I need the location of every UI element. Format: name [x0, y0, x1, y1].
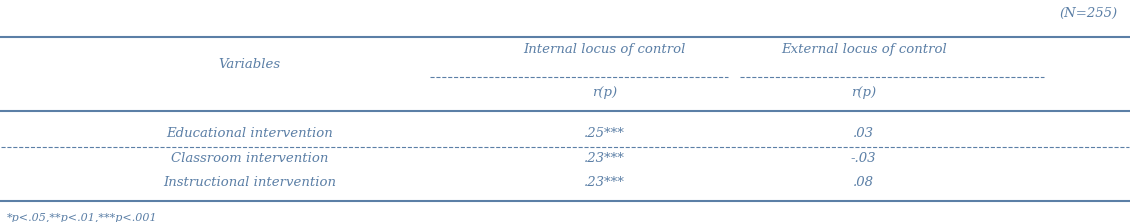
Text: r(p): r(p)	[851, 86, 876, 99]
Text: Instructional intervention: Instructional intervention	[163, 176, 336, 189]
Text: .03: .03	[853, 127, 875, 140]
Text: *p<.05,**p<.01,***p<.001: *p<.05,**p<.01,***p<.001	[7, 213, 158, 222]
Text: External locus of control: External locus of control	[781, 43, 947, 56]
Text: Internal locus of control: Internal locus of control	[523, 43, 686, 56]
Text: r(p): r(p)	[592, 86, 617, 99]
Text: -.03: -.03	[851, 152, 877, 165]
Text: .23***: .23***	[584, 152, 625, 165]
Text: Educational intervention: Educational intervention	[166, 127, 332, 140]
Text: .23***: .23***	[584, 176, 625, 189]
Text: .25***: .25***	[584, 127, 625, 140]
Text: Variables: Variables	[218, 58, 280, 71]
Text: .08: .08	[853, 176, 875, 189]
Text: Classroom intervention: Classroom intervention	[171, 152, 328, 165]
Text: (N=255): (N=255)	[1059, 7, 1118, 20]
